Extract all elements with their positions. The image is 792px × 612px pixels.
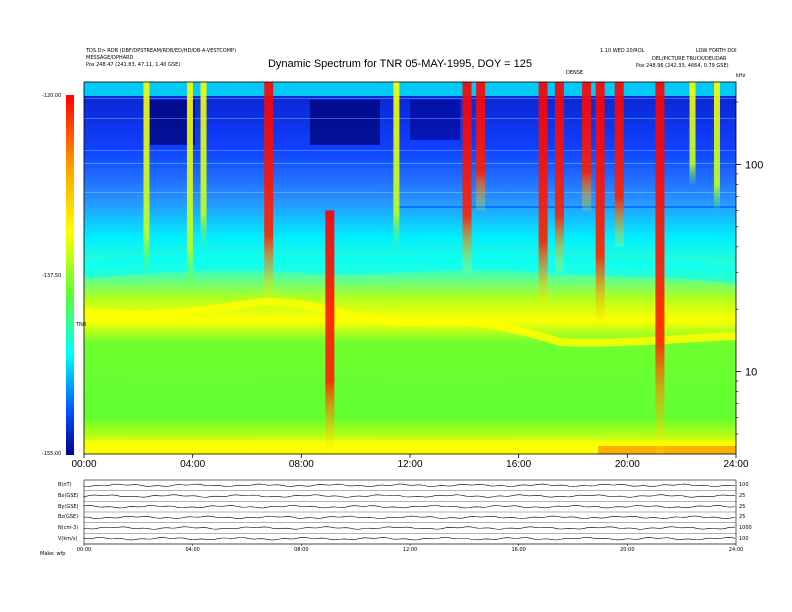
lower-x-tick-label: 08:00 bbox=[294, 547, 308, 553]
lower-x-axis: 00:00 04:00 08:00 12:00 16:00 20:00 24:00 bbox=[77, 544, 743, 553]
colorbar-tick-top: -120.00 bbox=[42, 93, 62, 99]
spectrogram bbox=[84, 82, 736, 454]
y-unit-label: kHz bbox=[736, 73, 746, 79]
header-right-pos: Pos 248.96 (242.33, 4664, 0.79 GSE) bbox=[636, 63, 729, 69]
lower-trace bbox=[83, 526, 736, 530]
x-tick-label: 12:00 bbox=[397, 459, 422, 470]
chart-title: Dynamic Spectrum for TNR 05-MAY-1995, DO… bbox=[267, 58, 532, 70]
lower-row-label: B(nT) bbox=[58, 482, 72, 489]
burst-4 bbox=[325, 210, 335, 454]
header-mid-marker: DENSE bbox=[566, 70, 584, 76]
burst-5 bbox=[393, 82, 400, 247]
burst-13 bbox=[655, 82, 665, 454]
burst-6 bbox=[462, 82, 472, 273]
colorbar bbox=[66, 95, 74, 455]
colorbar-tick-bottom: -155.00 bbox=[42, 451, 62, 457]
plasma-line bbox=[84, 297, 736, 347]
burst-14 bbox=[689, 82, 696, 185]
bottom-band bbox=[84, 440, 736, 454]
burst-15 bbox=[713, 82, 720, 211]
lower-panel-traces bbox=[83, 483, 736, 545]
lower-row-label: N(cm-3) bbox=[58, 525, 79, 531]
lower-x-tick-label: 24:00 bbox=[729, 547, 743, 553]
header-right-line2: LOW FORTH DOI bbox=[696, 48, 737, 54]
lower-row-scale: 25 bbox=[739, 514, 746, 521]
y-tick-label: 10 bbox=[745, 367, 757, 379]
x-axis: 00:00 04:00 08:00 12:00 16:00 20:00 24:00 bbox=[71, 454, 749, 470]
lower-row-scale: 100 bbox=[739, 535, 749, 542]
lower-row-label: Bz(GSE) bbox=[58, 514, 79, 521]
burst-2 bbox=[200, 82, 207, 247]
lower-trace bbox=[83, 505, 736, 509]
lower-row-scale: 1000 bbox=[739, 525, 752, 531]
header-left-pos: Pos 248.47 (241.83, 47.11, 1.40 GSE) bbox=[86, 62, 181, 68]
y-tick-label: 100 bbox=[745, 159, 763, 171]
cyan-band bbox=[84, 252, 736, 284]
x-tick-label: 08:00 bbox=[289, 459, 314, 470]
header-right-line3: DEL/PICTURE TRUCK/DEUDAR bbox=[652, 56, 727, 62]
burst-9 bbox=[554, 82, 564, 273]
header-right-line1: 1.10 WED 20/ROL bbox=[600, 48, 645, 54]
y-axis: 100 10 bbox=[736, 101, 763, 435]
bottom-red-patch bbox=[598, 446, 736, 454]
burst-8 bbox=[538, 82, 548, 310]
band-step bbox=[395, 206, 736, 208]
burst-3 bbox=[264, 82, 274, 301]
lower-trace bbox=[83, 515, 736, 519]
burst-7 bbox=[476, 82, 486, 211]
dark-patch bbox=[410, 100, 460, 140]
freq-lines bbox=[84, 98, 736, 193]
x-tick-label: 04:00 bbox=[180, 459, 205, 470]
burst-10 bbox=[582, 82, 592, 211]
header-left-line1: TDS.D> RDB (DBF/DPSTREAM/RDB/ED/HD/DB-A-… bbox=[86, 48, 237, 54]
dark-patch bbox=[310, 100, 380, 145]
burst-1 bbox=[186, 82, 193, 290]
x-tick-label: 00:00 bbox=[71, 459, 96, 470]
lower-x-tick-label: 20:00 bbox=[620, 547, 634, 553]
x-tick-label: 24:00 bbox=[723, 459, 748, 470]
burst-11 bbox=[595, 82, 605, 330]
footer-label: Make: wfp bbox=[40, 551, 66, 557]
lower-trace bbox=[83, 483, 736, 487]
x-tick-label: 20:00 bbox=[615, 459, 640, 470]
lower-row-scale: 100 bbox=[739, 482, 749, 489]
lower-row-label: Bx(GSE) bbox=[58, 493, 79, 499]
lower-trace bbox=[83, 494, 736, 498]
x-tick-label: 16:00 bbox=[506, 459, 531, 470]
lower-x-tick-label: 16:00 bbox=[511, 547, 525, 553]
lower-row-scale: 25 bbox=[739, 493, 746, 499]
lower-trace bbox=[83, 537, 736, 541]
burst-0 bbox=[143, 82, 150, 273]
lower-x-tick-label: 04:00 bbox=[185, 547, 199, 553]
colorbar-label: TNR bbox=[76, 322, 87, 328]
burst-12 bbox=[614, 82, 624, 247]
colorbar-tick-mid: -137.50 bbox=[42, 273, 62, 279]
lower-row-label: V(km/s) bbox=[58, 535, 78, 542]
lower-x-tick-label: 12:00 bbox=[403, 547, 417, 553]
lower-x-tick-label: 00:00 bbox=[77, 547, 91, 553]
lower-row-scale: 25 bbox=[739, 503, 746, 510]
top-cyan-band bbox=[84, 82, 736, 96]
header-left-line2: MESSAGE/DPHARD bbox=[86, 55, 134, 61]
lower-row-label: By(GSE) bbox=[58, 503, 79, 510]
